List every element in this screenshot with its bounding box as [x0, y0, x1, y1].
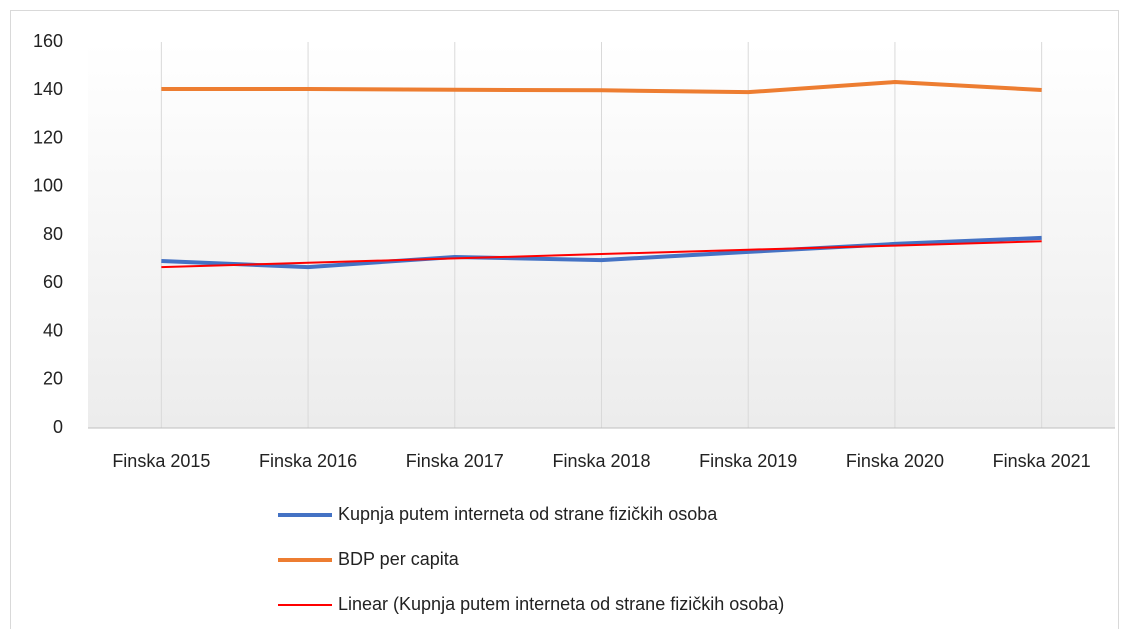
y-tick-label: 80 — [43, 224, 63, 244]
y-tick-label: 160 — [33, 31, 63, 51]
x-tick-label: Finska 2017 — [406, 451, 504, 471]
y-tick-label: 60 — [43, 272, 63, 292]
x-tick-label: Finska 2019 — [699, 451, 797, 471]
x-tick-label: Finska 2020 — [846, 451, 944, 471]
y-tick-label: 20 — [43, 369, 63, 389]
y-tick-label: 100 — [33, 176, 63, 196]
legend-label: Kupnja putem interneta od strane fizički… — [338, 504, 718, 524]
y-tick-label: 120 — [33, 127, 63, 147]
legend-label: BDP per capita — [338, 549, 460, 569]
series-line — [161, 80, 1042, 95]
legend-label: Linear (Kupnja putem interneta od strane… — [338, 594, 784, 614]
series-line — [161, 240, 1042, 269]
y-tick-label: 0 — [53, 417, 63, 437]
x-tick-label: Finska 2015 — [112, 451, 210, 471]
y-tick-label: 140 — [33, 79, 63, 99]
x-tick-label: Finska 2021 — [993, 451, 1091, 471]
series-line — [161, 235, 1042, 270]
y-tick-label: 40 — [43, 320, 63, 340]
x-tick-label: Finska 2016 — [259, 451, 357, 471]
chart-border — [10, 10, 1119, 629]
x-tick-label: Finska 2018 — [552, 451, 650, 471]
